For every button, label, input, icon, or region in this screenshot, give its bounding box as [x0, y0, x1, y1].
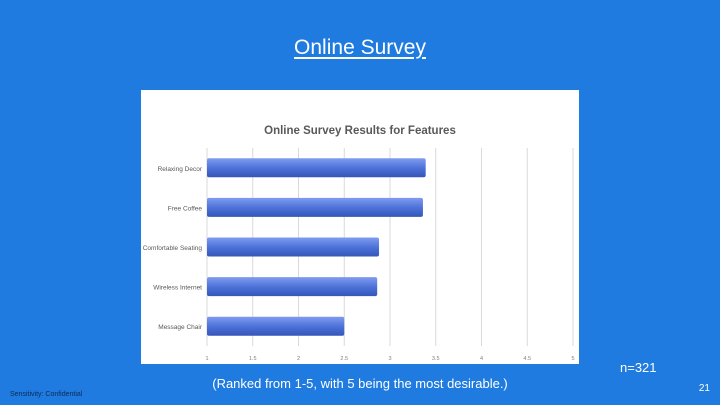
- sample-size-label: n=321: [620, 360, 657, 375]
- x-tick-label: 3: [388, 356, 391, 362]
- page-number: 21: [698, 383, 710, 394]
- x-tick-label: 3.5: [432, 356, 440, 362]
- slide-title: Online Survey: [294, 36, 426, 59]
- gridlines: [206, 148, 574, 346]
- bar: [207, 277, 378, 297]
- sensitivity-label: Sensitivity: Confidential: [10, 391, 83, 398]
- bar: [207, 316, 345, 336]
- ranking-footnote: (Ranked from 1-5, with 5 being the most …: [0, 376, 720, 391]
- category-label: Free Coffee: [168, 205, 203, 212]
- category-label: Message Chair: [158, 324, 203, 331]
- category-label: Wireless Internet: [153, 285, 202, 292]
- x-tick-label: 5: [571, 356, 574, 362]
- bar: [207, 197, 423, 217]
- category-label: Relaxing Decor: [158, 166, 203, 173]
- chart-panel: Online Survey Results for Features Relax…: [141, 90, 579, 364]
- bar: [207, 237, 380, 257]
- category-labels: Relaxing Decor Free Coffee Comfortable Sea…: [143, 166, 203, 331]
- x-tick-label: 1.5: [249, 356, 257, 362]
- chart-title: Online Survey Results for Features: [264, 125, 456, 137]
- x-tick-label: 2: [297, 356, 300, 362]
- x-tick-labels: 1 1.5 2 2.5 3 3.5 4 4.5 5: [205, 356, 574, 362]
- x-tick-label: 4.5: [523, 356, 531, 362]
- category-label: Comfortable Seating: [143, 245, 203, 252]
- x-tick-label: 1: [205, 356, 208, 362]
- bar-chart: Online Survey Results for Features Relax…: [143, 125, 575, 362]
- x-tick-label: 4: [480, 356, 483, 362]
- bars: [207, 158, 426, 336]
- x-tick-label: 2.5: [340, 356, 348, 362]
- bar: [207, 158, 426, 178]
- ranking-footnote-text: (Ranked from 1-5, with 5 being the most …: [212, 376, 508, 391]
